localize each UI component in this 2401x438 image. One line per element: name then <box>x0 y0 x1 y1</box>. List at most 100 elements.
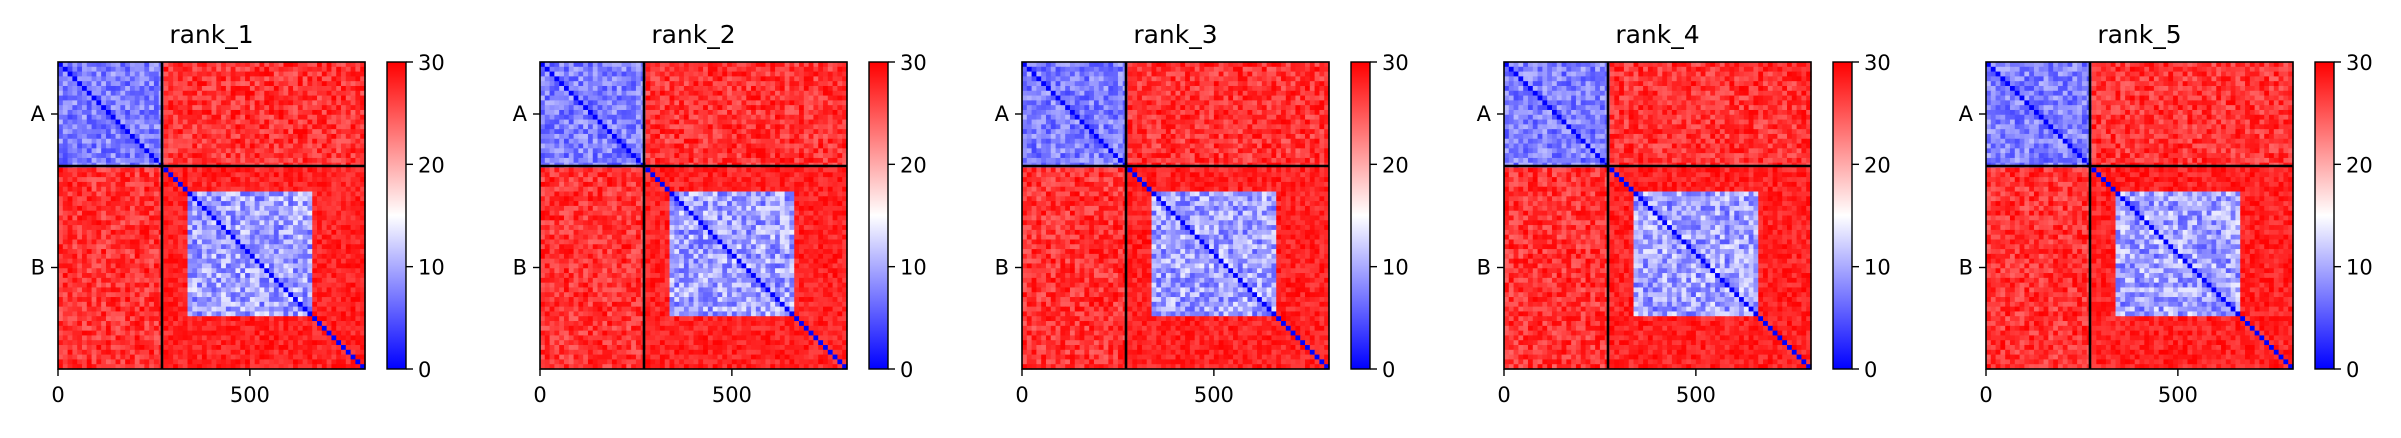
heatmap-cell <box>331 196 337 202</box>
heatmap-cell <box>86 301 93 308</box>
heatmap-cell <box>115 325 121 332</box>
heatmap-cell <box>602 109 608 116</box>
heatmap-cell <box>283 340 289 346</box>
heatmap-cell <box>659 85 666 92</box>
heatmap-cell <box>81 157 88 164</box>
heatmap-cell <box>225 263 232 269</box>
heatmap-cell <box>105 133 112 140</box>
heatmap-cell <box>187 335 193 341</box>
heatmap-cell <box>273 316 280 322</box>
heatmap-cell <box>225 349 232 356</box>
heatmap-cell <box>139 201 145 207</box>
heatmap-cell <box>832 90 839 97</box>
heatmap-cell <box>326 143 333 149</box>
heatmap-cell <box>269 129 275 135</box>
heatmap-cell <box>254 311 261 317</box>
heatmap-cell <box>230 225 237 231</box>
heatmap-cell <box>307 210 313 217</box>
heatmap-cell <box>211 277 217 284</box>
heatmap-cell <box>302 258 309 265</box>
heatmap-cell <box>144 215 150 221</box>
heatmap-cell <box>110 205 117 212</box>
heatmap-cell <box>293 177 299 183</box>
heatmap-cell <box>784 90 791 97</box>
heatmap-cell <box>153 90 160 97</box>
heatmap-cell <box>197 234 203 241</box>
heatmap-cell <box>607 114 613 121</box>
heatmap-cell <box>264 81 270 87</box>
heatmap-cell <box>72 239 78 245</box>
heatmap-cell <box>177 306 184 313</box>
heatmap-cell <box>683 76 690 82</box>
heatmap-cell <box>722 119 728 125</box>
heatmap-cell <box>110 234 117 241</box>
heatmap-cell <box>269 205 275 212</box>
heatmap-cell <box>355 297 361 303</box>
heatmap-cell <box>211 321 217 327</box>
heatmap-cell <box>664 105 671 111</box>
heatmap-cell <box>139 325 145 332</box>
heatmap-cell <box>360 133 366 140</box>
heatmap-cell <box>192 119 198 125</box>
heatmap-cell <box>842 114 848 121</box>
heatmap-cell <box>360 143 366 149</box>
heatmap-cell <box>144 143 150 149</box>
heatmap-cell <box>187 249 193 255</box>
heatmap-cell <box>312 253 318 260</box>
heatmap-cell <box>177 109 184 116</box>
heatmap-cell <box>336 311 342 317</box>
heatmap-cell <box>240 85 246 92</box>
heatmap-cell <box>317 167 323 173</box>
heatmap-cell <box>326 220 333 226</box>
heatmap-cell <box>345 148 352 154</box>
heatmap-cell <box>72 316 78 322</box>
heatmap-cell <box>187 244 193 250</box>
heatmap-cell <box>336 215 342 221</box>
heatmap-cell <box>72 282 78 289</box>
heatmap-cell <box>182 225 189 231</box>
heatmap-cell <box>211 258 217 265</box>
heatmap-cell <box>182 62 189 68</box>
heatmap-cell <box>297 330 304 337</box>
heatmap-cell <box>206 345 213 351</box>
heatmap-cell <box>288 253 294 260</box>
heatmap-cell <box>58 340 64 346</box>
heatmap-cell <box>698 90 704 97</box>
heatmap-cell <box>578 109 584 116</box>
heatmap-cell <box>297 306 304 313</box>
heatmap-cell <box>125 71 131 77</box>
heatmap-cell <box>587 76 594 82</box>
heatmap-cell <box>81 201 88 207</box>
heatmap-cell <box>755 105 762 111</box>
heatmap-cell <box>554 105 560 111</box>
heatmap-cell <box>134 287 141 293</box>
heatmap-cell <box>173 172 179 178</box>
heatmap-cell <box>683 81 690 87</box>
heatmap-cell <box>225 306 232 313</box>
heatmap-cell <box>168 364 174 370</box>
heatmap-cell <box>554 66 560 73</box>
heatmap-cell <box>144 196 150 202</box>
heatmap-cell <box>96 191 102 197</box>
heatmap-cell <box>755 109 762 116</box>
heatmap-cell <box>259 306 265 313</box>
heatmap-cell <box>110 143 117 149</box>
heatmap-cell <box>206 292 213 298</box>
axes-frame <box>57 61 366 370</box>
heatmap-cell <box>182 85 189 92</box>
heatmap-cell <box>269 277 275 284</box>
heatmap-cell <box>288 191 294 197</box>
heatmap-cell <box>573 85 579 92</box>
heatmap-cell <box>225 76 232 82</box>
heatmap-cell <box>259 311 265 317</box>
heatmap-cell <box>177 301 184 308</box>
heatmap-cell <box>254 167 261 173</box>
heatmap-cell <box>245 196 251 202</box>
heatmap-cell <box>187 105 193 111</box>
heatmap-cell <box>125 143 131 149</box>
heatmap-cell <box>149 85 155 92</box>
heatmap-cell <box>307 325 313 332</box>
heatmap-cell <box>703 119 709 125</box>
heatmap-cell <box>297 119 304 125</box>
heatmap-cell <box>206 330 213 337</box>
